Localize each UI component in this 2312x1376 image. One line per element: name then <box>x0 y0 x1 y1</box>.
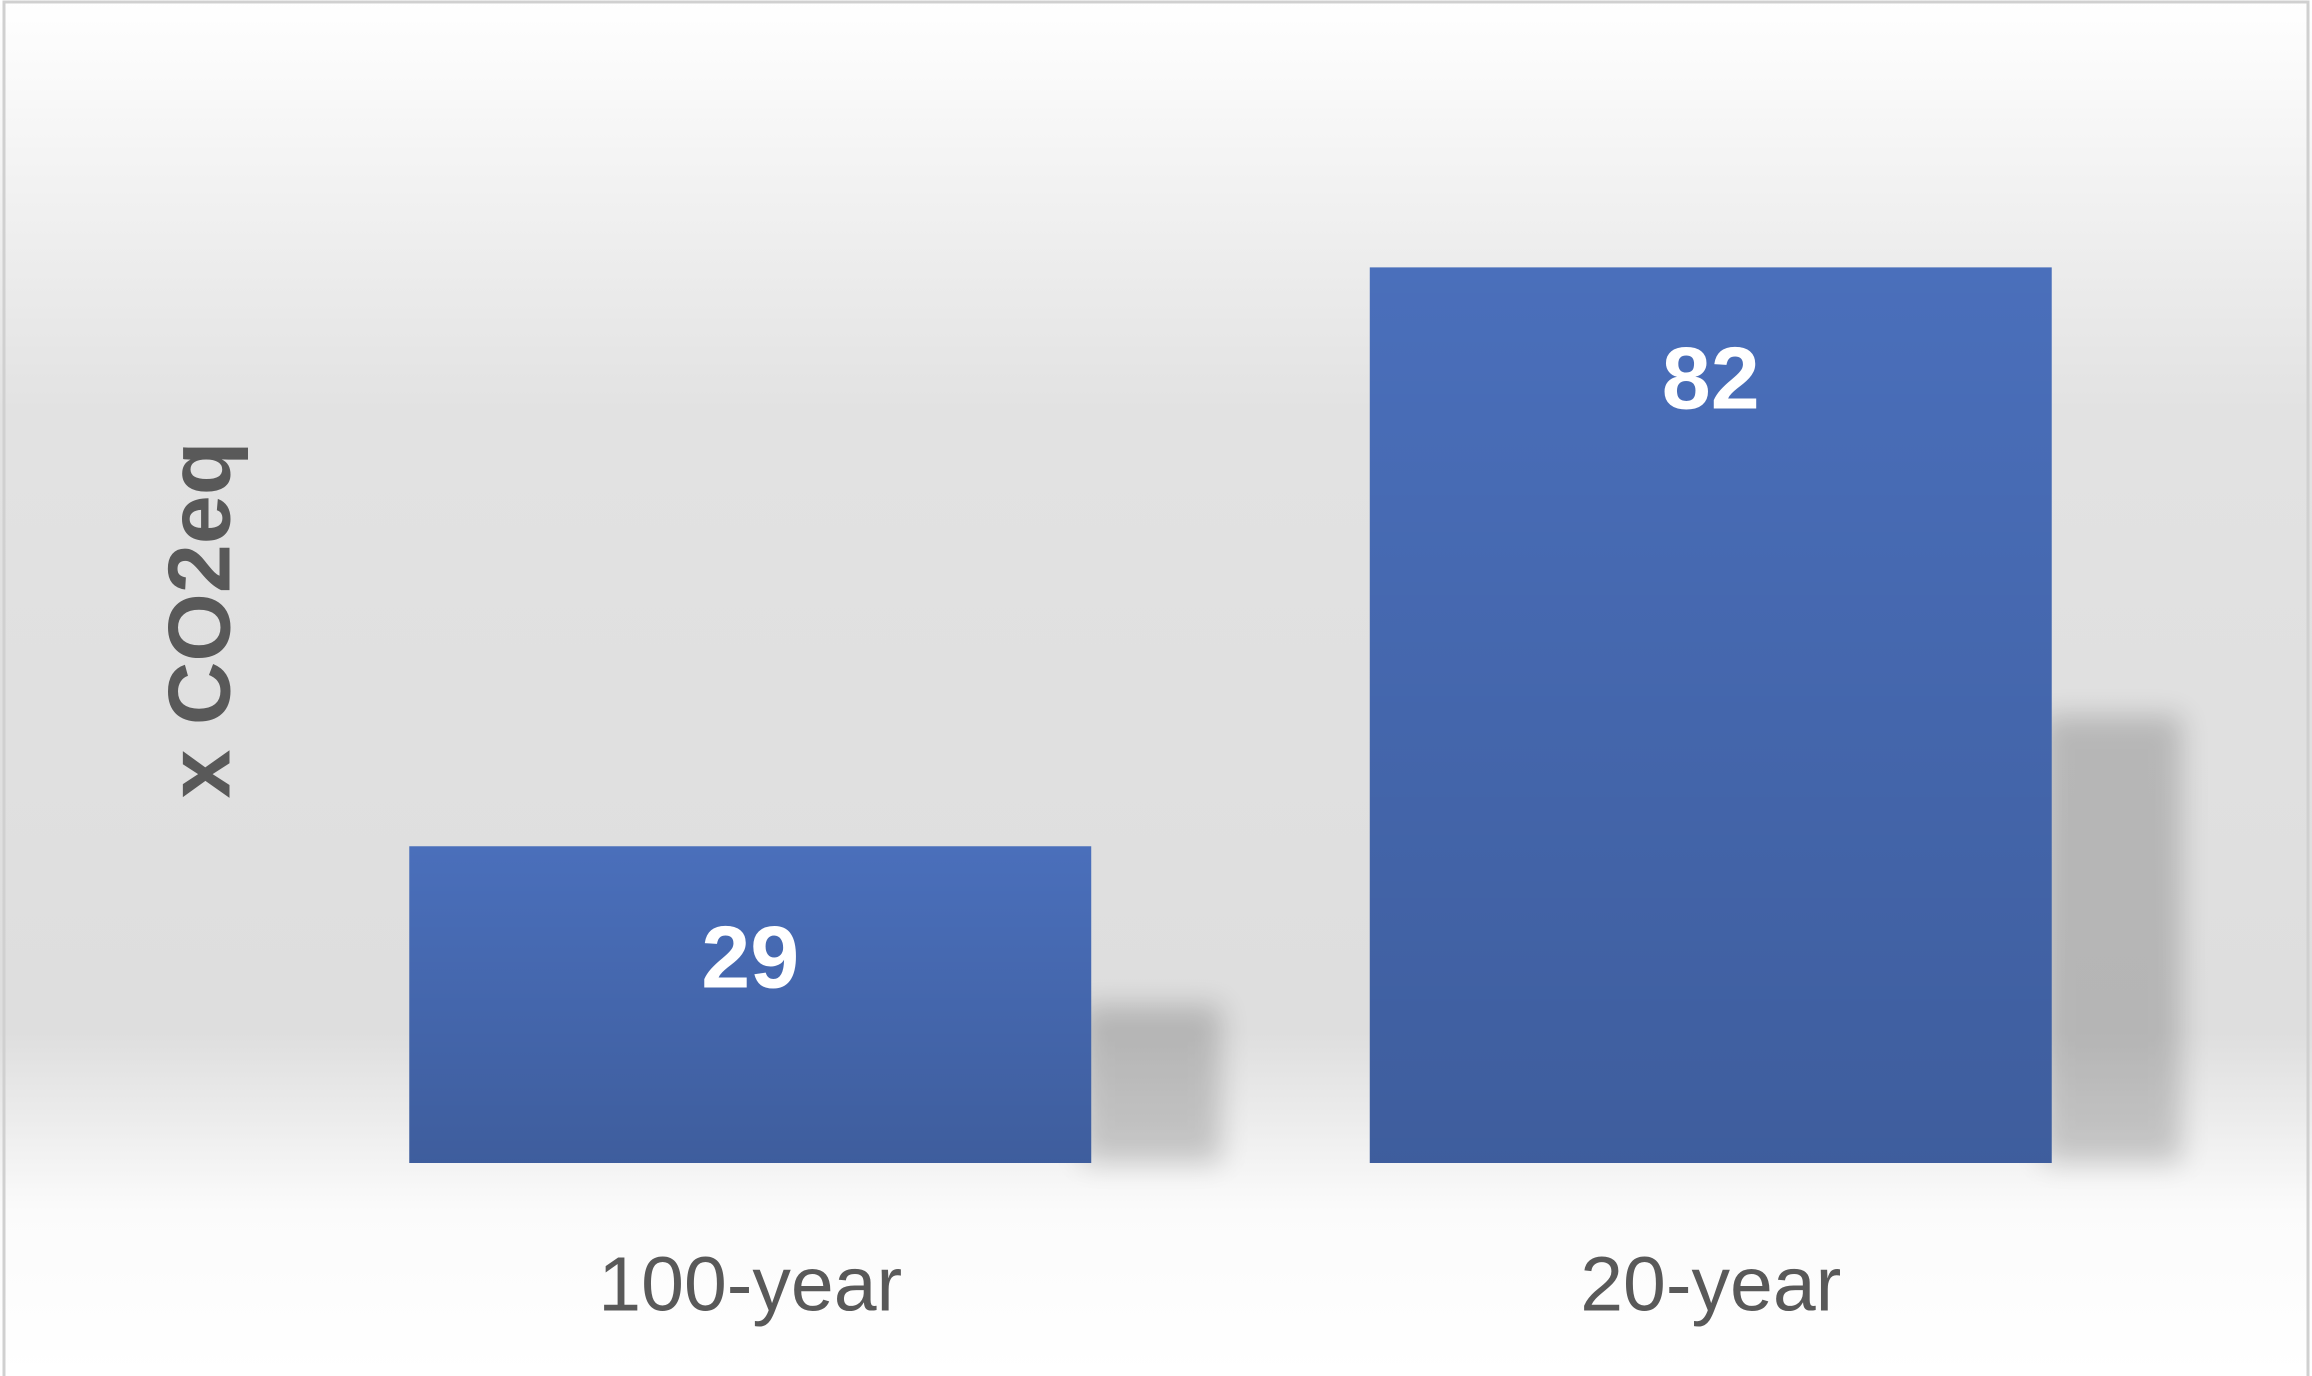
x-tick-label: 20-year <box>1580 1241 1841 1327</box>
bar-shade <box>409 846 1092 1163</box>
x-tick-label: 100-year <box>598 1241 902 1327</box>
data-label: 29 <box>701 908 799 1007</box>
y-axis-label: x CO2eq <box>149 441 248 798</box>
data-label: 82 <box>1662 329 1760 428</box>
bar-shade <box>1369 267 2052 1163</box>
bar-shadow <box>1081 1004 1222 1163</box>
bar-shadow <box>2041 715 2182 1163</box>
